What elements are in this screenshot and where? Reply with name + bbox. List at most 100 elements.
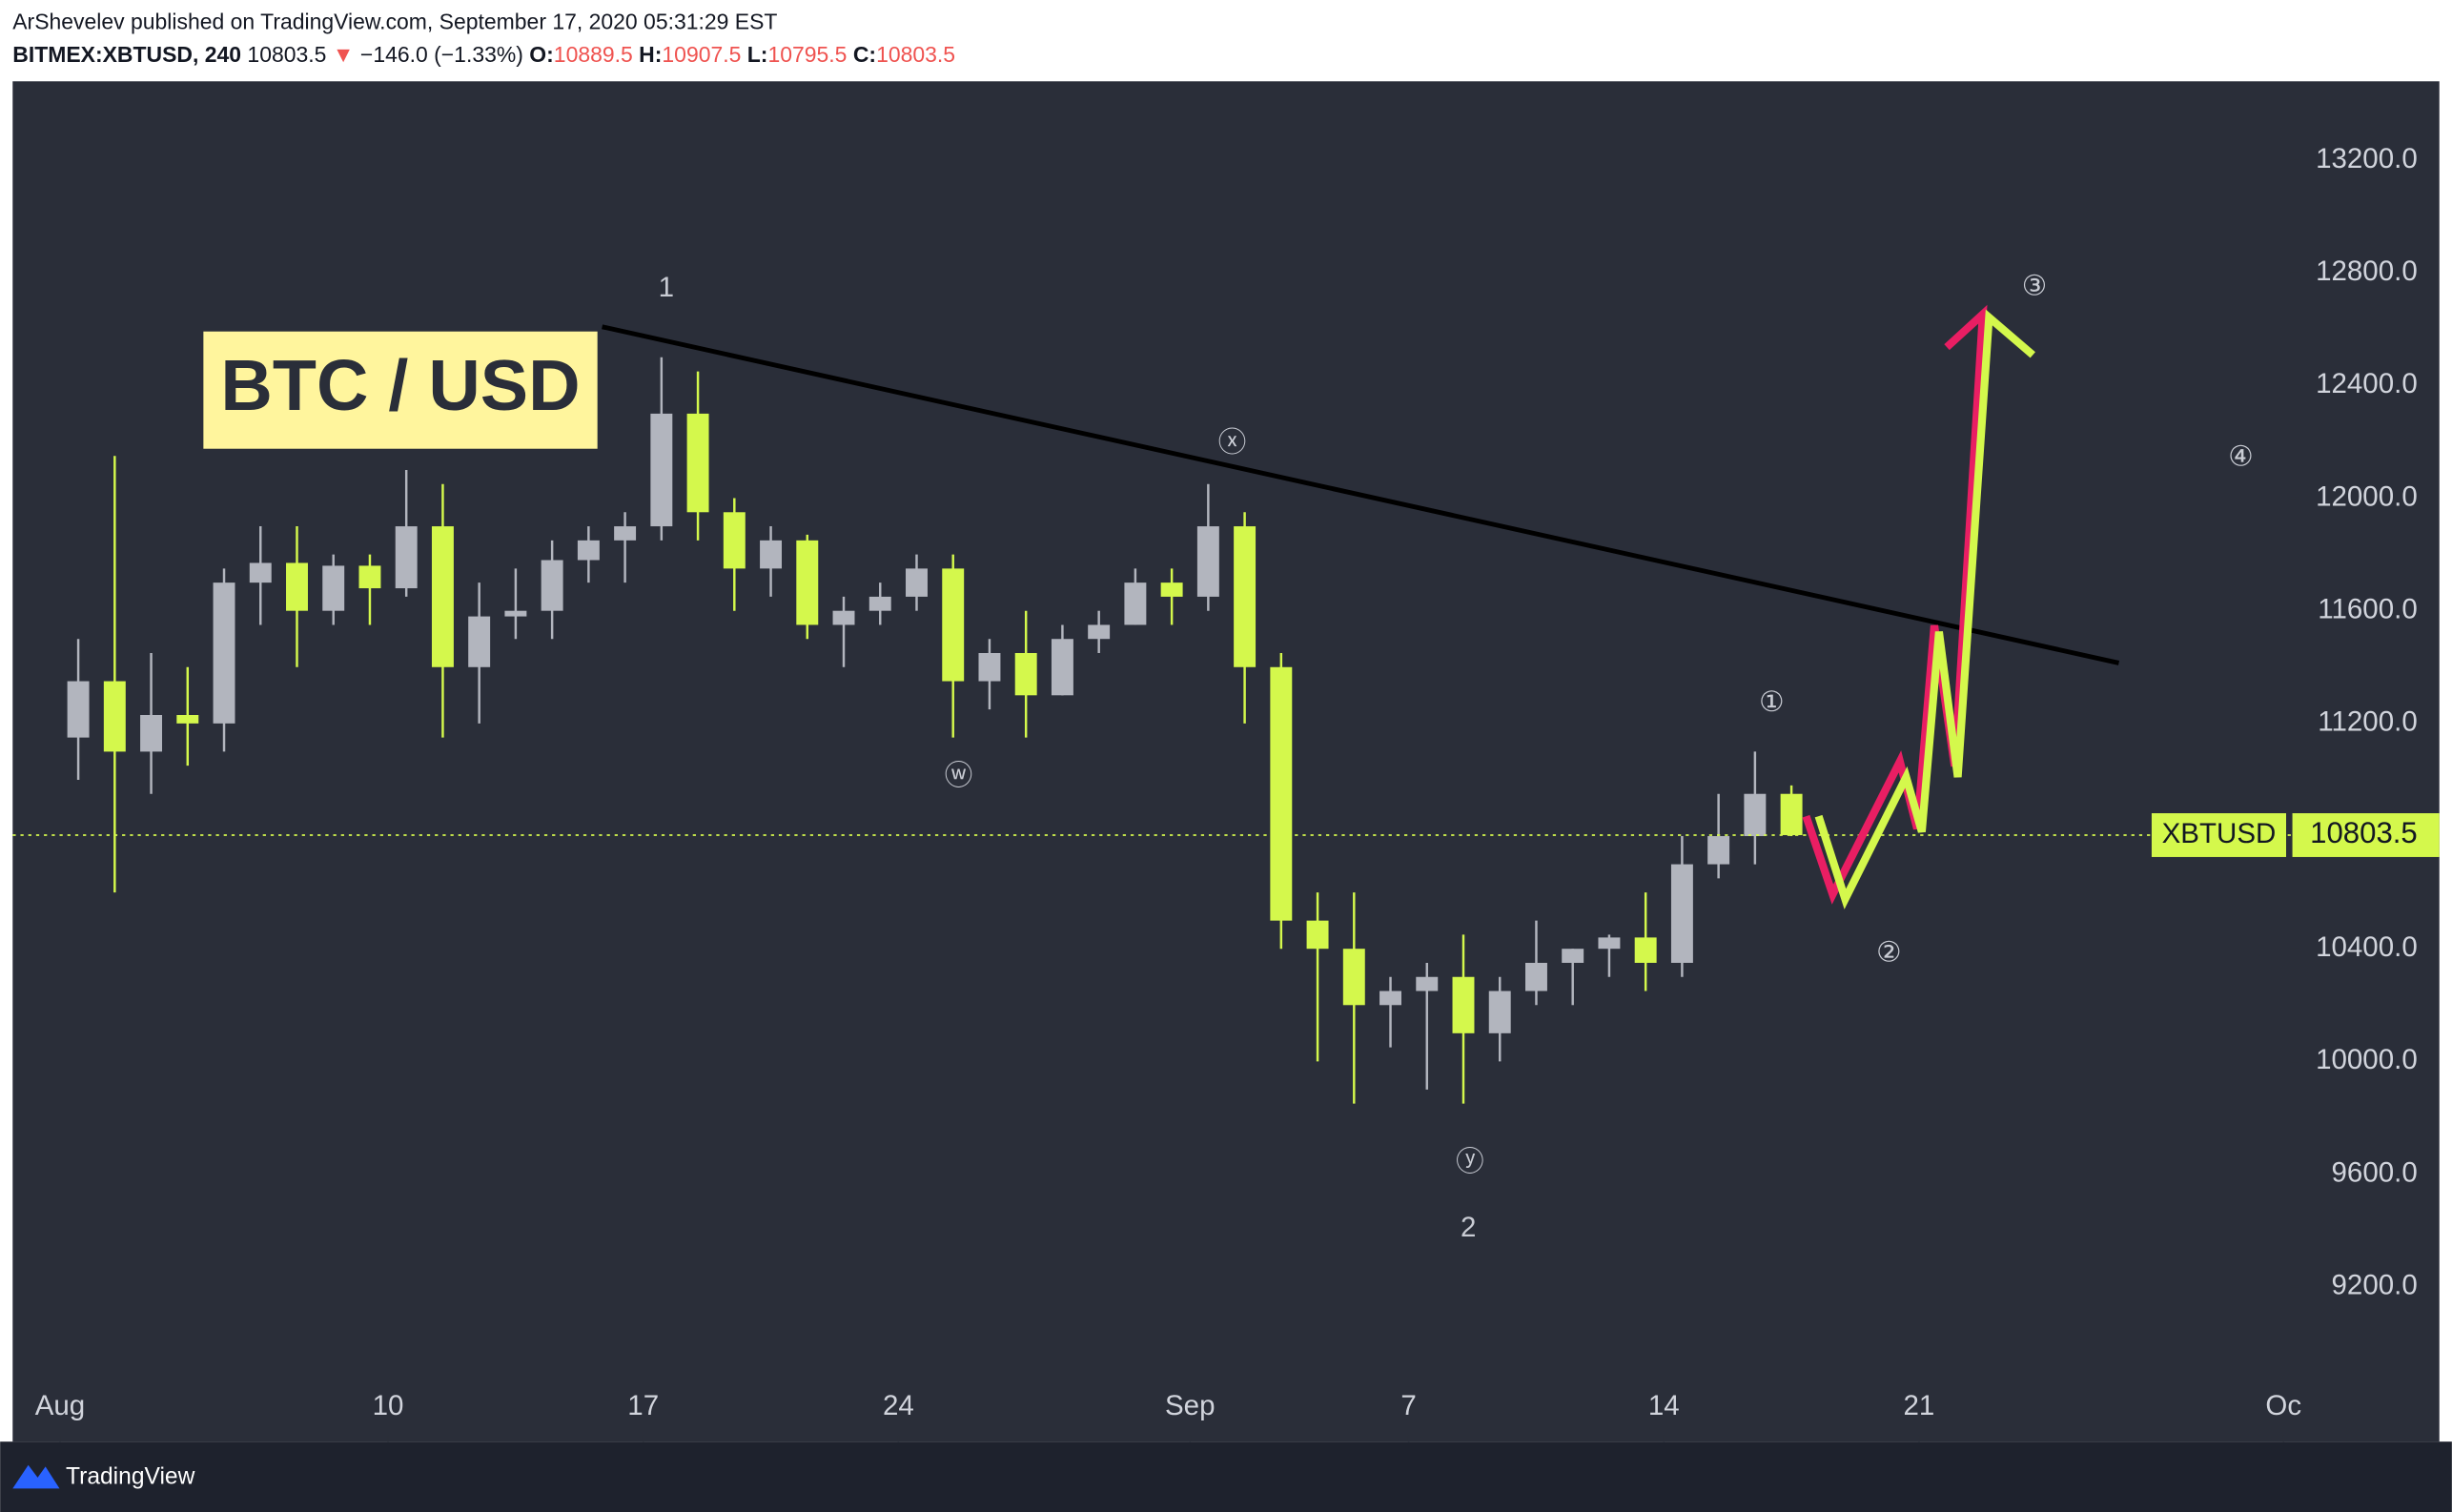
price-tag-label: 10803.5 bbox=[2310, 816, 2418, 849]
candle-body bbox=[868, 596, 891, 611]
wave-label: ④ bbox=[2228, 440, 2253, 472]
candle-body bbox=[614, 526, 637, 541]
candle-body bbox=[140, 714, 163, 752]
candle-body bbox=[1598, 937, 1621, 950]
wave-label: ③ bbox=[2022, 271, 2047, 302]
candle-body bbox=[1670, 864, 1693, 963]
forecast-path bbox=[1814, 309, 2035, 909]
x-tick-label: 14 bbox=[1648, 1390, 1680, 1421]
candle-body bbox=[832, 610, 855, 625]
trend-line bbox=[602, 324, 2120, 665]
plot-area: 9200.09600.010000.010400.010800.011200.0… bbox=[12, 143, 2440, 1442]
y-tick-label: 10400.0 bbox=[2316, 931, 2418, 963]
y-tick-label: 12000.0 bbox=[2316, 480, 2418, 512]
ohlc-key: H: bbox=[639, 42, 662, 67]
candle-body bbox=[650, 413, 673, 527]
ohlc-value: 10795.5 bbox=[767, 42, 847, 67]
candle-body bbox=[942, 568, 965, 682]
candle-body bbox=[1634, 937, 1657, 963]
x-tick-label: 10 bbox=[373, 1390, 404, 1421]
ohlc-key: O: bbox=[529, 42, 554, 67]
candle-body bbox=[1234, 526, 1257, 667]
candle-body bbox=[67, 681, 90, 738]
title-box bbox=[203, 331, 598, 449]
candle-body bbox=[286, 562, 308, 611]
symbol: BITMEX:XBTUSD, 240 bbox=[12, 42, 241, 67]
candle-body bbox=[322, 565, 345, 611]
candle-body bbox=[431, 526, 454, 667]
last-price: 10803.5 bbox=[247, 42, 326, 67]
x-tick-label: Oc bbox=[2265, 1390, 2301, 1421]
candle-body bbox=[395, 526, 418, 589]
y-tick-label: 13200.0 bbox=[2316, 143, 2418, 174]
candle-body bbox=[577, 540, 600, 561]
ohlc-value: 10803.5 bbox=[876, 42, 955, 67]
candle-body bbox=[1088, 624, 1111, 640]
brand: TradingView bbox=[66, 1463, 195, 1489]
candle-body bbox=[1306, 920, 1329, 950]
y-tick-label: 10000.0 bbox=[2316, 1044, 2418, 1075]
candle-body bbox=[1379, 991, 1402, 1006]
candle-body bbox=[1416, 976, 1439, 991]
footer-background bbox=[0, 1441, 2452, 1512]
symbol-line: BITMEX:XBTUSD, 240 10803.5 ▼ −146.0 (−1.… bbox=[12, 42, 955, 67]
x-tick-label: Aug bbox=[35, 1390, 86, 1421]
x-tick-label: 21 bbox=[1904, 1390, 1935, 1421]
wave-label: ⓨ bbox=[1456, 1146, 1484, 1177]
candle-body bbox=[103, 681, 126, 752]
candle-body bbox=[978, 653, 1001, 682]
y-tick-label: 9200.0 bbox=[2331, 1270, 2417, 1301]
candle-body bbox=[1342, 949, 1365, 1006]
ohlc-key: L: bbox=[747, 42, 768, 67]
candle-body bbox=[1780, 793, 1803, 835]
publisher-line: ArShevelev published on TradingView.com,… bbox=[12, 10, 777, 34]
wave-label: ⓦ bbox=[945, 760, 973, 791]
candle-body bbox=[1196, 526, 1219, 597]
chart-background bbox=[12, 81, 2440, 1442]
candle-body bbox=[1744, 793, 1767, 837]
y-tick-label: 9600.0 bbox=[2331, 1156, 2417, 1188]
candle-body bbox=[760, 540, 783, 569]
wave-label: 2 bbox=[1461, 1212, 1476, 1243]
wave-label: 1 bbox=[659, 272, 674, 303]
y-tick-label: 11600.0 bbox=[2318, 593, 2418, 624]
candle-body bbox=[176, 714, 199, 724]
candle-body bbox=[686, 413, 709, 513]
candle-body bbox=[468, 616, 491, 667]
candle-body bbox=[1562, 949, 1584, 963]
candle-body bbox=[1124, 582, 1147, 625]
footer-logo bbox=[12, 1464, 60, 1489]
change-arrow: ▼ bbox=[333, 42, 355, 67]
candle-body bbox=[1524, 962, 1547, 991]
y-tick-label: 11200.0 bbox=[2318, 706, 2418, 738]
forecast-path bbox=[1802, 304, 1988, 905]
y-tick-label: 12800.0 bbox=[2316, 255, 2418, 287]
price-tag bbox=[2292, 813, 2440, 857]
candle-body bbox=[796, 540, 819, 625]
ohlc-key: C: bbox=[853, 42, 876, 67]
candle-body bbox=[358, 565, 381, 589]
x-tick-label: 17 bbox=[627, 1390, 659, 1421]
wave-label: ⓧ bbox=[1218, 427, 1247, 459]
candle-body bbox=[541, 560, 563, 611]
y-tick-label: 12400.0 bbox=[2316, 368, 2418, 399]
candle-body bbox=[1270, 666, 1293, 921]
candle-body bbox=[1452, 976, 1475, 1033]
x-tick-label: Sep bbox=[1165, 1390, 1216, 1421]
x-tick-label: 24 bbox=[883, 1390, 914, 1421]
candle-body bbox=[1488, 991, 1511, 1033]
candle-body bbox=[504, 610, 527, 617]
change: −146.0 (−1.33%) bbox=[360, 42, 523, 67]
candle-body bbox=[1051, 639, 1073, 696]
chart-title: BTC / USD bbox=[220, 345, 580, 425]
candle-body bbox=[1707, 836, 1730, 865]
symbol-tag-label: XBTUSD bbox=[2162, 818, 2277, 849]
candle-body bbox=[213, 582, 235, 724]
candle-body bbox=[1160, 582, 1183, 597]
wave-label: ② bbox=[1876, 936, 1901, 968]
candle-body bbox=[906, 568, 928, 597]
candle-body bbox=[1014, 653, 1037, 696]
ohlc-value: 10907.5 bbox=[662, 42, 741, 67]
